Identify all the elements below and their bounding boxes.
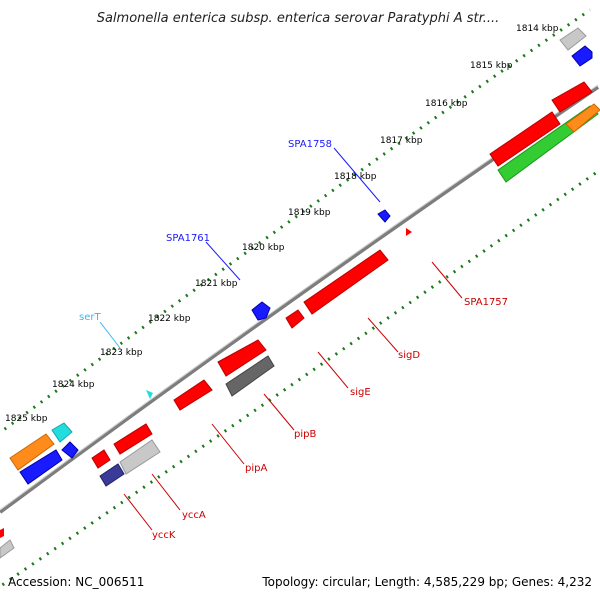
leader-spa1761 (205, 241, 241, 281)
genome-title: Salmonella enterica subsp. enterica sero… (97, 11, 500, 26)
gene-label-ycck[interactable]: yccK (152, 530, 176, 541)
kbp-label-1823: 1823 kbp (100, 348, 143, 358)
gene-feature-orange-left[interactable] (9, 433, 55, 471)
gene-feature-pipb[interactable] (217, 339, 267, 377)
gene-feature-gray-top[interactable] (559, 27, 587, 51)
gene-label-spa1758[interactable]: SPA1758 (288, 139, 332, 150)
kbp-label-1819: 1819 kbp (288, 208, 331, 218)
gene-label-sert[interactable]: serT (79, 312, 101, 323)
gene-feature-ycca[interactable] (113, 423, 153, 455)
leader-sert (99, 321, 121, 349)
gene-feature-blue-left[interactable] (19, 449, 63, 485)
topology-text: Topology: circular; Length: 4,585,229 bp… (261, 575, 592, 589)
gene-label-sigd[interactable]: sigD (398, 350, 420, 361)
gene-feature-gray-edge[interactable] (0, 539, 15, 559)
leader-sigd (367, 317, 399, 353)
leader-spa1757 (431, 261, 463, 299)
gene-feature-gray-mid[interactable] (225, 355, 275, 397)
gene-label-ycca[interactable]: yccA (182, 510, 206, 521)
gene-label-pipb[interactable]: pipB (294, 429, 316, 440)
gene-feature-lightgray-mid[interactable] (119, 439, 161, 475)
leader-pipa (211, 423, 245, 465)
leader-ycck (123, 493, 153, 531)
gene-feature-red-tr1[interactable] (551, 81, 593, 113)
gene-feature-sige[interactable] (285, 309, 305, 329)
kbp-label-1821: 1821 kbp (195, 279, 238, 289)
kbp-label-1824: 1824 kbp (52, 380, 95, 390)
kbp-label-1825: 1825 kbp (5, 414, 48, 424)
gene-feature-orange-tr[interactable] (565, 103, 600, 133)
gene-feature-sigd[interactable] (303, 249, 389, 315)
gene-feature-sert[interactable] (146, 390, 153, 399)
gene-feature-red-tr2[interactable] (489, 111, 561, 167)
gene-feature-ycck[interactable] (91, 449, 111, 469)
gene-feature-spa1758[interactable] (377, 209, 391, 223)
gene-feature-pipa[interactable] (173, 379, 213, 411)
accession-text: Accession: NC_006511 (8, 575, 144, 589)
kbp-label-1817: 1817 kbp (380, 136, 423, 146)
outer-tick-ring (0, 8, 591, 435)
leader-ycca (151, 473, 181, 511)
gene-feature-spa1761[interactable] (251, 301, 271, 321)
gene-feature-blue-top[interactable] (571, 45, 593, 67)
gene-feature-navy[interactable] (99, 463, 125, 487)
gene-label-sige[interactable]: sigE (350, 387, 371, 398)
kbp-label-1818: 1818 kbp (334, 172, 377, 182)
gene-feature-spa1757[interactable] (406, 228, 412, 236)
gene-feature-red-edge[interactable] (0, 528, 4, 538)
gene-feature-cyan-left[interactable] (51, 422, 73, 443)
kbp-label-1820: 1820 kbp (242, 243, 285, 253)
gene-label-spa1761[interactable]: SPA1761 (166, 233, 210, 244)
gene-feature-blue-left-small[interactable] (61, 441, 79, 459)
kbp-label-1815: 1815 kbp (470, 61, 513, 71)
leader-spa1758 (333, 147, 381, 203)
gene-label-pipa[interactable]: pipA (245, 463, 267, 474)
inner-tick-ring (0, 168, 600, 589)
gene-label-spa1757[interactable]: SPA1757 (464, 297, 508, 308)
kbp-label-1814: 1814 kbp (516, 24, 559, 34)
leader-pipb (263, 393, 295, 431)
leader-sige (317, 351, 349, 389)
kbp-label-1822: 1822 kbp (148, 314, 191, 324)
kbp-label-1816: 1816 kbp (425, 99, 468, 109)
